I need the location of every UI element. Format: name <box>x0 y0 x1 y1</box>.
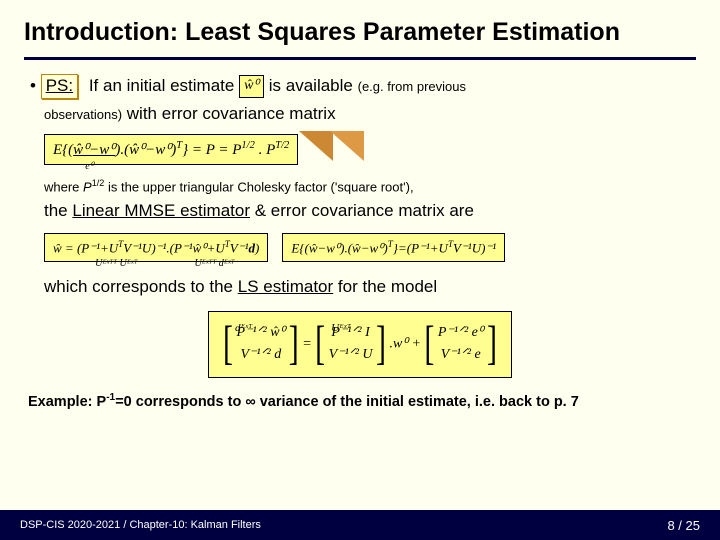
line-4: which corresponds to the LS estimator fo… <box>30 276 690 299</box>
line1-text-b: is available <box>269 76 353 95</box>
ls-estimator-label: LS estimator <box>238 277 333 296</box>
formula-2a: ŵ = (P⁻¹+UTV⁻¹UUᴱˣᵀᵀ Uᴱˣᵀ)⁻¹.(P⁻¹ŵ⁰+UTV⁻… <box>44 233 268 262</box>
example-line: Example: P-1=0 corresponds to ∞ variance… <box>0 392 720 410</box>
formula-3-wrap: dᴱˣᵀ [ P⁻¹ᐟ² ŵ⁰ V⁻¹ᐟ² d ] = Uᴱˣᵀ [ P⁻¹ᐟ²… <box>30 303 690 386</box>
page-title: Introduction: Least Squares Parameter Es… <box>0 0 720 53</box>
line3-b: & error covariance matrix are <box>255 201 474 220</box>
where-line: where P1/2 is the upper triangular Chole… <box>30 177 690 196</box>
formula-2-row: ŵ = (P⁻¹+UTV⁻¹UUᴱˣᵀᵀ Uᴱˣᵀ)⁻¹.(P⁻¹ŵ⁰+UTV⁻… <box>30 229 690 266</box>
line4-a: which corresponds to the <box>44 277 233 296</box>
line3-a: the <box>44 201 68 220</box>
triangle-icon <box>330 131 364 161</box>
content-area: • PS: If an initial estimate ŵ⁰ is avail… <box>0 60 720 386</box>
formula-1-under: e⁰ <box>85 160 93 174</box>
example-label: Example: <box>28 393 92 409</box>
line-2: observations) with error covariance matr… <box>30 103 690 126</box>
line2-text-a: observations) <box>44 107 122 122</box>
line-1: • PS: If an initial estimate ŵ⁰ is avail… <box>30 74 690 99</box>
p12-sup: 1/2 <box>92 178 105 188</box>
formula-1-lhs: E{(ŵ⁰−w⁰).(ŵ⁰−w⁰)T} e⁰ <box>53 139 188 160</box>
symbol-w0: ŵ⁰ <box>239 75 264 98</box>
formula-1: E{(ŵ⁰−w⁰).(ŵ⁰−w⁰)T} e⁰ = P = P1/2 . PT/2 <box>44 134 298 165</box>
triangle-icon <box>299 131 333 161</box>
line2-text-b: with error covariance matrix <box>127 104 336 123</box>
formula-1-row: E{(ŵ⁰−w⁰).(ŵ⁰−w⁰)T} e⁰ = P = P1/2 . PT/2 <box>30 130 690 169</box>
ps-box: PS: <box>41 74 78 99</box>
slide: Introduction: Least Squares Parameter Es… <box>0 0 720 540</box>
mmse-label: Linear MMSE estimator <box>72 201 250 220</box>
p12-symbol: P <box>83 179 92 194</box>
footer-left: DSP-CIS 2020-2021 / Chapter-10: Kalman F… <box>20 519 261 531</box>
line-3: the Linear MMSE estimator & error covari… <box>30 200 690 223</box>
where-label: where <box>44 179 79 194</box>
line4-b: for the model <box>338 277 437 296</box>
example-p: P <box>97 393 107 409</box>
example-sup: -1 <box>106 392 115 403</box>
example-text: =0 corresponds to ∞ variance of the init… <box>115 393 579 409</box>
where-text: is the upper triangular Cholesky factor … <box>108 179 414 194</box>
bullet: • <box>30 76 36 95</box>
triangle-icons <box>299 131 364 168</box>
line1-text-a: If an initial estimate <box>89 76 235 95</box>
formula-2b: E{(ŵ−w⁰).(ŵ−w⁰)T}=(P⁻¹+UTV⁻¹U)⁻¹ <box>282 233 505 262</box>
footer: DSP-CIS 2020-2021 / Chapter-10: Kalman F… <box>0 510 720 540</box>
formula-3: dᴱˣᵀ [ P⁻¹ᐟ² ŵ⁰ V⁻¹ᐟ² d ] = Uᴱˣᵀ [ P⁻¹ᐟ²… <box>208 311 512 378</box>
line1-text-c: (e.g. from previous <box>358 79 466 94</box>
page-number: 8 / 25 <box>667 518 700 533</box>
